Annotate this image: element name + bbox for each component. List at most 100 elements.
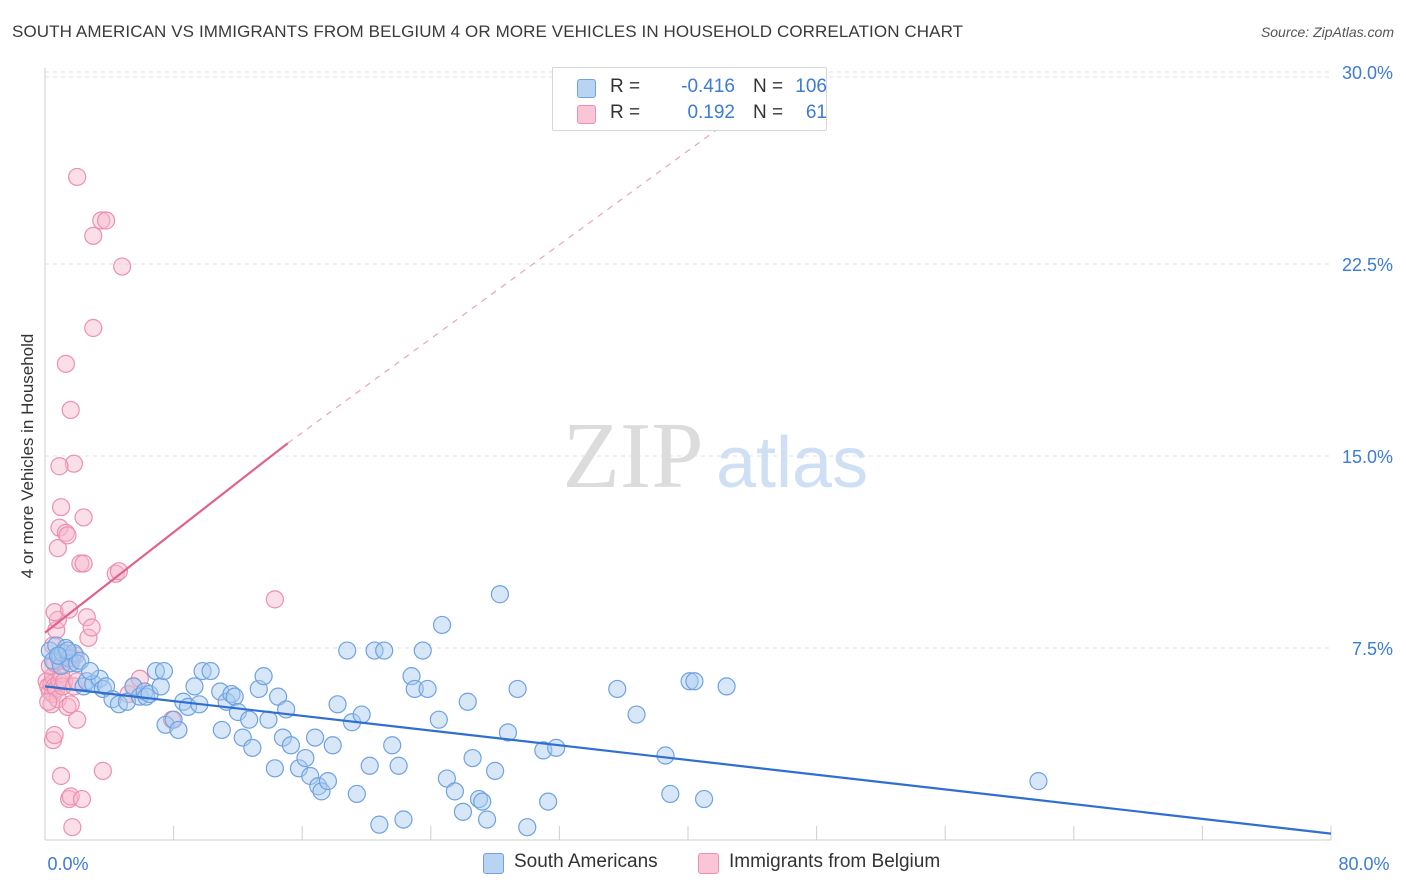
data-point bbox=[281, 736, 301, 755]
data-point bbox=[432, 615, 452, 635]
data-point bbox=[212, 720, 231, 740]
data-point bbox=[458, 692, 477, 711]
data-point bbox=[305, 728, 325, 747]
data-point bbox=[661, 784, 680, 804]
legend-n-value: 106 bbox=[795, 76, 827, 97]
trend-line-belgium bbox=[44, 442, 289, 634]
chart-title: SOUTH AMERICAN VS IMMIGRANTS FROM BELGIU… bbox=[12, 22, 964, 41]
data-point bbox=[318, 772, 338, 791]
data-point bbox=[56, 354, 75, 373]
data-point bbox=[437, 769, 456, 788]
data-point bbox=[80, 661, 100, 681]
data-point bbox=[508, 679, 527, 699]
data-point bbox=[429, 710, 448, 729]
data-point bbox=[486, 761, 505, 780]
data-point bbox=[74, 508, 93, 527]
data-point bbox=[296, 748, 315, 768]
trend-lines bbox=[44, 115, 1332, 835]
gridlines bbox=[45, 71, 1331, 649]
data-point bbox=[627, 705, 646, 724]
y-tick-label: 30.0% bbox=[1342, 63, 1393, 83]
data-point bbox=[45, 603, 64, 622]
data-point bbox=[656, 746, 675, 765]
data-point bbox=[394, 810, 413, 829]
data-point bbox=[68, 167, 87, 187]
trend-line-south-americans bbox=[44, 685, 1332, 835]
data-point bbox=[61, 787, 80, 806]
data-point bbox=[328, 695, 347, 714]
legend-n-label: N = bbox=[753, 76, 784, 97]
data-point bbox=[39, 692, 58, 711]
chart-source: Source: ZipAtlas.com bbox=[1260, 24, 1394, 40]
data-point bbox=[413, 641, 432, 660]
data-point bbox=[201, 661, 220, 681]
data-point bbox=[185, 677, 204, 696]
data-point bbox=[55, 672, 74, 691]
x-tick-label-max: 80.0% bbox=[1338, 854, 1389, 874]
data-point bbox=[1029, 772, 1048, 791]
data-point bbox=[68, 710, 87, 729]
data-point bbox=[72, 789, 92, 809]
data-point bbox=[265, 759, 284, 778]
data-point bbox=[222, 684, 241, 704]
data-point bbox=[169, 720, 188, 740]
data-point bbox=[309, 777, 328, 796]
data-point bbox=[225, 687, 244, 706]
data-point bbox=[418, 679, 437, 699]
data-point bbox=[48, 646, 67, 665]
watermark-zip: ZIP bbox=[563, 404, 704, 508]
data-point bbox=[539, 792, 558, 811]
data-point bbox=[323, 736, 342, 755]
series-label: South Americans bbox=[514, 851, 658, 872]
data-point bbox=[240, 710, 259, 729]
data-point bbox=[518, 818, 537, 837]
data-point bbox=[164, 710, 183, 729]
legend-r-label: R = bbox=[610, 76, 641, 97]
x-tick-label-min: 0.0% bbox=[47, 854, 88, 874]
legend-swatch-blue bbox=[577, 79, 596, 98]
data-point bbox=[61, 695, 80, 714]
watermark: ZIP atlas bbox=[563, 404, 869, 508]
data-point bbox=[265, 590, 284, 609]
data-point bbox=[58, 641, 77, 660]
data-point bbox=[82, 618, 101, 637]
data-point bbox=[383, 736, 402, 755]
data-point bbox=[84, 318, 103, 338]
legend-r-value: -0.416 bbox=[681, 76, 735, 97]
data-point bbox=[50, 672, 69, 691]
legend-r-label: R = bbox=[610, 102, 641, 123]
data-point bbox=[77, 608, 96, 627]
y-tick-label: 15.0% bbox=[1342, 447, 1393, 467]
data-point bbox=[268, 687, 288, 706]
data-point bbox=[96, 211, 116, 230]
data-point bbox=[312, 782, 331, 801]
data-point bbox=[360, 756, 379, 775]
data-point bbox=[124, 677, 143, 696]
data-point bbox=[79, 628, 98, 647]
data-point bbox=[347, 784, 366, 804]
data-point bbox=[469, 789, 489, 809]
data-point bbox=[370, 815, 389, 834]
data-point bbox=[352, 705, 371, 724]
data-point bbox=[211, 682, 230, 701]
data-point bbox=[51, 766, 71, 786]
data-point bbox=[694, 789, 714, 809]
data-point bbox=[63, 818, 82, 837]
data-point bbox=[375, 641, 394, 660]
data-point bbox=[48, 539, 67, 558]
data-point bbox=[405, 679, 424, 699]
stats-legend: R = -0.416 N = 106 R = 0.192 N = 61 bbox=[552, 67, 827, 131]
y-tick-label: 22.5% bbox=[1342, 255, 1393, 275]
data-point bbox=[109, 562, 129, 581]
data-point bbox=[93, 761, 112, 780]
legend-r-value: 0.192 bbox=[687, 102, 735, 123]
data-point bbox=[84, 226, 103, 245]
data-point bbox=[680, 672, 699, 691]
data-point bbox=[389, 756, 408, 775]
data-point bbox=[64, 454, 84, 473]
data-point bbox=[463, 748, 482, 768]
trend-line-belgium-extension bbox=[287, 115, 737, 444]
data-point bbox=[254, 667, 273, 686]
